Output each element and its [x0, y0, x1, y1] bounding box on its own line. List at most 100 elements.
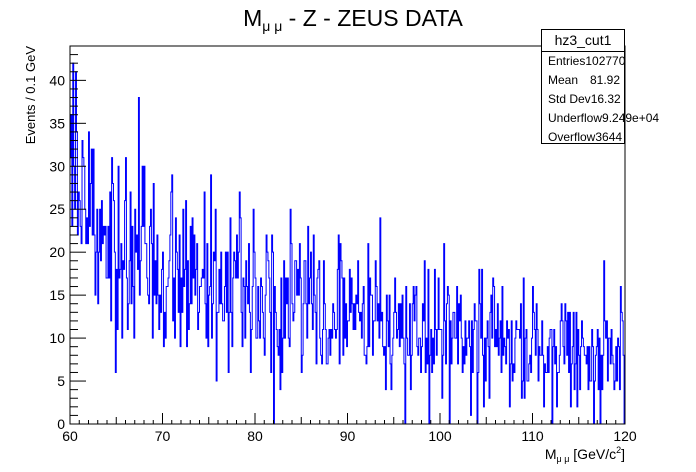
histogram-bin [447, 287, 448, 424]
histogram-bin [514, 372, 515, 424]
histogram-bin [193, 278, 194, 424]
histogram-bin [223, 321, 224, 424]
stats-value: 3644 [595, 130, 623, 144]
histogram-bin [216, 381, 217, 424]
histogram-bin [104, 235, 105, 424]
histogram-bin [399, 347, 400, 424]
histogram-bin [86, 244, 87, 424]
histogram-bin [226, 312, 227, 424]
histogram-bin [524, 398, 525, 424]
histogram-bin [103, 226, 104, 424]
stats-label: Entries [548, 54, 586, 68]
histogram-bin [134, 338, 135, 424]
histogram-bin [163, 347, 164, 424]
histogram-bin [408, 355, 409, 424]
histogram-bin [326, 364, 327, 424]
histogram-bin [224, 321, 225, 424]
histogram-bin [570, 407, 571, 424]
histogram-bin [113, 183, 114, 424]
histogram-bin [489, 398, 490, 424]
histogram-bin [198, 330, 199, 425]
histogram-bin [288, 338, 289, 424]
histogram-bin [203, 278, 204, 424]
histogram-bin [332, 338, 333, 424]
histogram-bin [495, 347, 496, 424]
histogram-bin [425, 372, 426, 424]
histogram-bin [185, 269, 186, 424]
y-tick-label: 15 [49, 287, 65, 303]
histogram-bin [558, 372, 559, 424]
histogram-bin [583, 347, 584, 424]
histogram-bin [359, 312, 360, 424]
histogram-bin [147, 278, 148, 424]
histogram-bin [297, 295, 298, 424]
histogram-bin [374, 321, 375, 424]
histogram-bin [106, 278, 107, 424]
histogram-bin [339, 364, 340, 424]
histogram-bin [550, 330, 551, 425]
histogram-bin [372, 355, 373, 424]
y-tick-label: 20 [49, 244, 65, 260]
stats-value: 9.249e+04 [602, 111, 660, 125]
histogram-bin [257, 338, 258, 424]
x-tick-label: 120 [613, 428, 637, 444]
histogram-bin [503, 355, 504, 424]
y-tick-label: 10 [49, 330, 65, 346]
histogram-bin [540, 355, 541, 424]
histogram-bin [385, 390, 386, 424]
histogram-bin [264, 355, 265, 424]
histogram-bin [307, 338, 308, 424]
histogram-bin [423, 321, 424, 424]
histogram-bin [208, 347, 209, 424]
histogram-bin [124, 269, 125, 424]
histogram-bin [148, 295, 149, 424]
histogram-bin [585, 355, 586, 424]
histogram-bin [357, 304, 358, 424]
histogram-bin [501, 372, 502, 424]
histogram-bin [159, 330, 160, 425]
histogram-bin [312, 330, 313, 425]
histogram-bin [355, 330, 356, 425]
histogram-bin [366, 364, 367, 424]
histogram-bin [586, 364, 587, 424]
histogram-bin [83, 158, 84, 424]
histogram-bin [388, 347, 389, 424]
histogram-bin [434, 364, 435, 424]
histogram-bin [89, 226, 90, 424]
histogram-bin [347, 347, 348, 424]
histogram-bin [87, 218, 88, 424]
histogram-bin [427, 364, 428, 424]
histogram-bin [377, 321, 378, 424]
histogram-bin [456, 338, 457, 424]
histogram-bin [292, 304, 293, 424]
histogram-bin [619, 390, 620, 424]
histogram-bin [173, 321, 174, 424]
histogram-bin [220, 304, 221, 424]
histogram-bin [111, 321, 112, 424]
x-tick-label: 110 [521, 428, 544, 444]
histogram-bin [417, 347, 418, 424]
histogram-bin [364, 355, 365, 424]
x-axis: 60 70 80 90 100 110 120 [62, 413, 637, 444]
stats-box: hz3_cut1 Entries 102770 Mean 81.92 Std Dev 16… [541, 29, 659, 144]
histogram-bin [301, 372, 302, 424]
histogram-bin [168, 278, 169, 424]
histogram-bin [161, 312, 162, 424]
histogram-bin [545, 372, 546, 424]
histogram-bin [139, 295, 140, 424]
histogram-bin [200, 287, 201, 424]
y-tick-label: 5 [57, 373, 65, 389]
histogram-bin [535, 355, 536, 424]
histogram-bin [348, 321, 349, 424]
histogram-bin [401, 338, 402, 424]
histogram-bin [610, 364, 611, 424]
histogram-bin [314, 295, 315, 424]
histogram-bin [518, 330, 519, 425]
stats-label: Underflow [548, 111, 603, 125]
histogram-bin [165, 338, 166, 424]
histogram-bin [119, 278, 120, 424]
histogram-bin [353, 330, 354, 425]
histogram-bin [521, 398, 522, 424]
histogram-series [69, 62, 625, 425]
histogram-bin [218, 312, 219, 424]
